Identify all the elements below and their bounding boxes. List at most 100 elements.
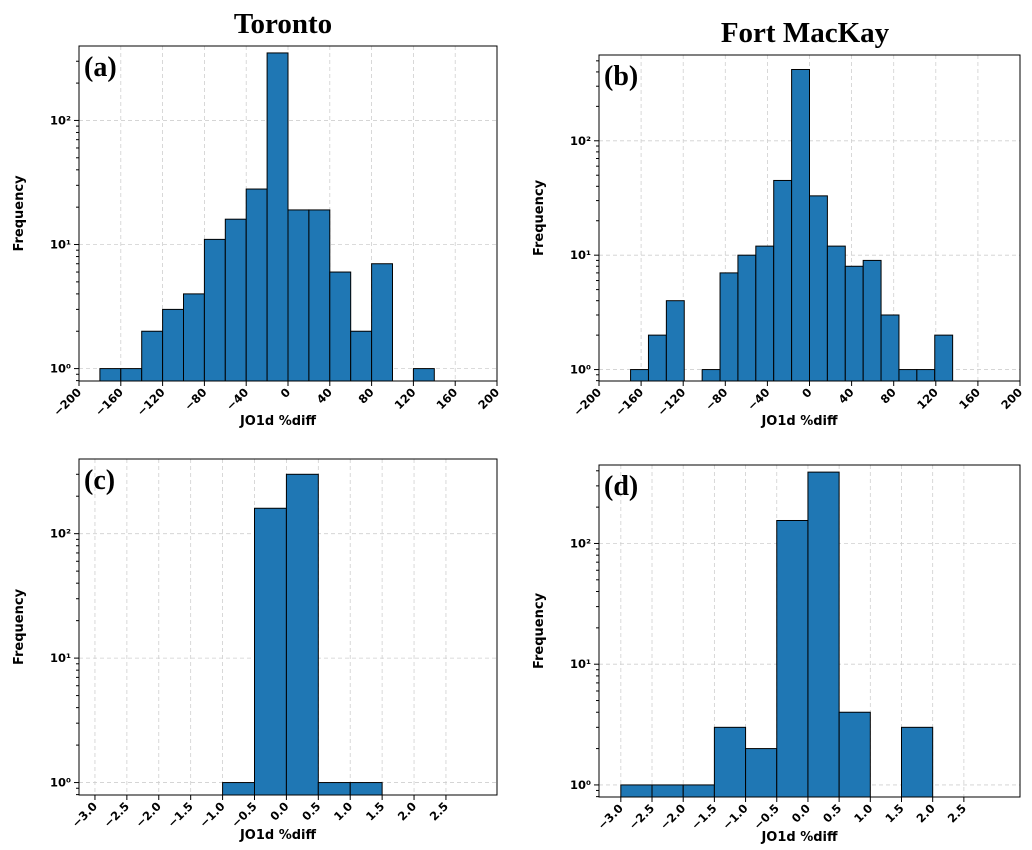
ytick-label-b-2: 10²: [570, 134, 591, 148]
bar-a-8: [266, 52, 289, 382]
ytick-label-b-1: 10¹: [570, 248, 591, 262]
xtick-label-a-5: 0: [278, 385, 294, 401]
ytick-label-b-0: 10⁰: [570, 363, 591, 377]
bar-c-2: [285, 473, 319, 796]
bar-a-9: [287, 209, 310, 382]
xtick-label-c-5: −0.5: [228, 799, 259, 830]
bar-d-6: [807, 471, 840, 798]
bar-b-13: [880, 314, 900, 382]
xtick-label-b-2: −120: [655, 385, 689, 419]
bar-b-0: [630, 369, 649, 382]
bar-d-0: [620, 784, 653, 798]
bar-b-6: [755, 245, 775, 382]
xtick-label-d-11: 2.5: [945, 801, 969, 825]
bar-b-7: [773, 179, 793, 382]
bar-a-5: [203, 238, 226, 382]
bar-a-6: [224, 218, 247, 382]
bar-d-7: [838, 711, 871, 798]
panel-label-b: (b): [604, 61, 638, 92]
bars-a: [99, 52, 435, 382]
bar-b-2: [665, 300, 685, 382]
ytick-label-d-0: 10⁰: [570, 778, 591, 792]
xtick-label-c-6: 0.0: [267, 799, 291, 823]
bar-b-5: [737, 254, 757, 382]
xtick-label-d-7: 0.5: [820, 801, 844, 825]
bar-b-3: [701, 369, 721, 382]
xtick-label-c-11: 2.5: [427, 799, 451, 823]
ytick-label-a-0: 10⁰: [50, 362, 71, 376]
bar-a-11: [329, 271, 352, 382]
bar-c-4: [349, 782, 383, 796]
bar-a-7: [245, 188, 268, 382]
bar-a-1: [120, 368, 143, 382]
bar-b-1: [647, 334, 667, 382]
column-title-fort-mackay: Fort MacKay: [721, 17, 890, 49]
yticks-b: 10⁰ 10¹ 10²: [570, 60, 599, 382]
xtick-label-b-6: 40: [835, 385, 856, 406]
panel-label-d: (d): [604, 471, 638, 502]
xtick-label-b-8: 120: [914, 385, 941, 412]
bar-b-9: [809, 195, 828, 382]
bar-a-0: [99, 368, 122, 382]
panel-c: −3.0 −2.5 −2.0 −1.5 −1.0 −0.5 0.0 0.5 1.0 1.5 2.0 2…: [12, 458, 498, 843]
xtick-label-b-1: −160: [613, 385, 647, 419]
xtick-label-a-4: −40: [223, 385, 251, 413]
xtick-label-a-2: −120: [134, 385, 168, 419]
bar-a-14: [412, 368, 435, 382]
bar-c-3: [317, 782, 351, 796]
bar-d-1: [651, 784, 684, 798]
panel-label-c: (c): [84, 465, 115, 496]
xtick-label-c-8: 1.0: [331, 799, 355, 823]
xtick-label-d-9: 1.5: [882, 801, 906, 825]
ytick-label-d-1: 10¹: [570, 657, 591, 671]
bar-c-1: [253, 507, 287, 796]
xtick-label-d-0: −3.0: [595, 801, 626, 832]
bar-b-8: [791, 68, 810, 382]
bar-a-4: [183, 293, 205, 382]
ylabel-a: Frequency: [12, 175, 27, 252]
bar-b-12: [862, 259, 882, 382]
xtick-label-d-1: −2.5: [626, 801, 657, 832]
axes-frame-d: [598, 464, 1021, 798]
xtick-label-d-6: 0.0: [789, 801, 813, 825]
xtick-label-c-0: −3.0: [69, 799, 100, 830]
xtick-label-a-9: 160: [433, 385, 460, 412]
xlabel-a: JO1d %diff: [239, 414, 317, 429]
bar-b-4: [719, 272, 739, 382]
bar-b-10: [826, 245, 846, 382]
axes-frame-c: [78, 458, 498, 796]
ytick-label-c-2: 10²: [50, 527, 71, 541]
xtick-label-c-10: 2.0: [395, 799, 419, 823]
xtick-label-b-9: 160: [956, 385, 983, 412]
bar-d-5: [776, 519, 809, 798]
xtick-label-a-8: 120: [392, 385, 419, 412]
bar-d-8: [900, 726, 934, 798]
bars-c: [222, 473, 383, 796]
xtick-label-c-3: −1.5: [165, 799, 196, 830]
ylabel-b: Frequency: [532, 179, 547, 256]
xtick-label-c-9: 1.5: [363, 799, 387, 823]
xtick-label-b-4: −40: [744, 385, 772, 413]
bar-d-4: [745, 748, 778, 798]
bar-a-12: [350, 330, 373, 382]
yticks-d: 10⁰ 10¹ 10²: [570, 470, 599, 798]
xtick-label-a-7: 80: [355, 385, 376, 406]
ylabel-d: Frequency: [532, 592, 547, 669]
xtick-label-c-7: 0.5: [299, 799, 323, 823]
panel-label-a: (a): [84, 52, 117, 83]
ytick-label-a-2: 10²: [50, 113, 71, 127]
xtick-label-c-2: −2.0: [133, 799, 164, 830]
xtick-label-d-2: −2.0: [657, 801, 688, 832]
yticks-c: 10⁰ 10¹ 10²: [50, 473, 79, 796]
xtick-label-a-0: −200: [50, 385, 84, 419]
xlabel-b: JO1d %diff: [760, 414, 838, 429]
xtick-label-a-3: −80: [181, 385, 209, 413]
xtick-label-b-10: 200: [998, 385, 1025, 412]
ytick-label-d-2: 10²: [570, 536, 591, 550]
panel-a: −200 −160 −120 −80 −40 0 40 80 120 160 20010⁰10¹10…: [12, 45, 502, 429]
bars-d: [620, 471, 934, 798]
ytick-label-a-1: 10¹: [50, 238, 71, 252]
bar-a-3: [162, 308, 185, 382]
column-title-toronto: Toronto: [234, 8, 332, 40]
xlabel-c: JO1d %diff: [239, 828, 317, 843]
